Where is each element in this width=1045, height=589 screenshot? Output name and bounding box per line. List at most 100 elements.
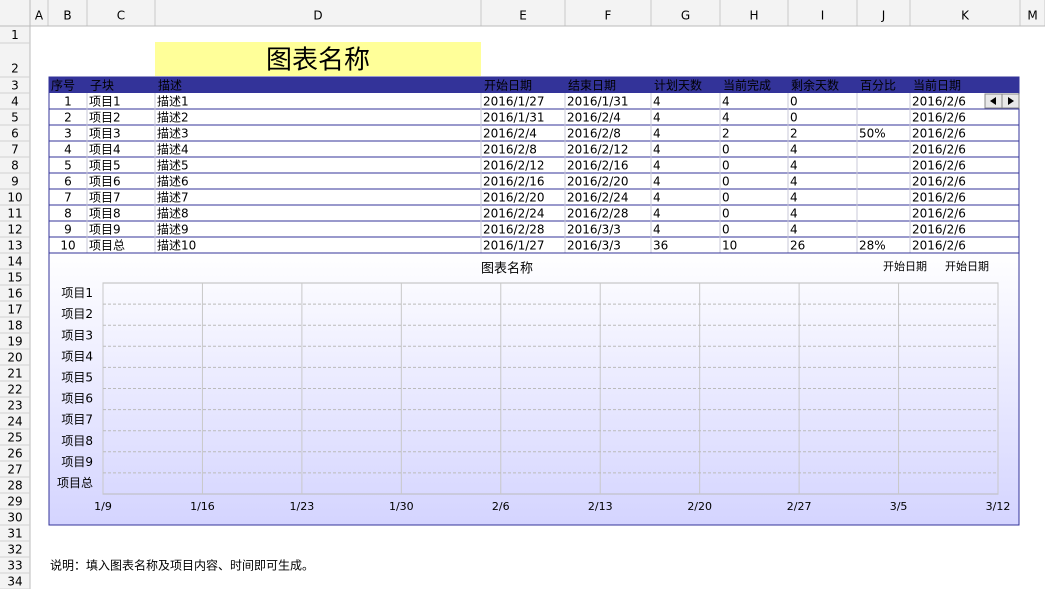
table-cell: 2016/3/3	[567, 239, 621, 253]
row-number: 13	[7, 239, 22, 253]
table-header-cell: 序号	[51, 78, 75, 93]
y-tick-label: 项目7	[61, 413, 93, 427]
row-number: 24	[7, 415, 22, 429]
table-cell: 1	[64, 95, 72, 109]
row-number: 27	[7, 463, 22, 477]
table-cell: 描述7	[157, 191, 189, 205]
table-cell: 0	[790, 111, 798, 125]
row-number: 19	[7, 335, 22, 349]
row-number: 21	[7, 367, 22, 381]
table-cell: 2016/2/28	[567, 207, 629, 221]
table-header-cell: 开始日期	[484, 79, 532, 93]
y-tick-label: 项目1	[61, 286, 93, 300]
row-number: 14	[7, 255, 22, 269]
row-number: 29	[7, 495, 22, 509]
table-cell: 4	[653, 175, 661, 189]
table-cell: 4	[790, 143, 798, 157]
table-cell: 8	[64, 207, 72, 221]
table-cell: 项目1	[89, 95, 121, 109]
table-cell: 5	[64, 159, 72, 173]
x-tick-label: 2/27	[787, 500, 812, 513]
table-cell: 2016/2/12	[567, 143, 629, 157]
table-cell: 0	[722, 143, 730, 157]
table-cell: 0	[722, 175, 730, 189]
table-cell: 2016/2/6	[912, 111, 966, 125]
row-number: 20	[7, 351, 22, 365]
table-header-cell: 计划天数	[654, 78, 702, 93]
table-cell: 4	[653, 159, 661, 173]
table-cell: 2016/2/6	[912, 159, 966, 173]
row-number: 28	[7, 479, 22, 493]
table-cell: 2016/2/20	[567, 175, 629, 189]
table-cell: 4	[653, 127, 661, 141]
table-cell: 0	[722, 191, 730, 205]
table-cell: 2016/2/8	[567, 127, 621, 141]
x-tick-label: 2/20	[687, 500, 712, 513]
table-header-cell: 描述	[158, 79, 182, 93]
table-cell: 2016/2/28	[483, 223, 545, 237]
table-cell: 2016/2/8	[483, 143, 537, 157]
table-header-cell: 子块	[90, 79, 114, 93]
table-cell: 4	[653, 143, 661, 157]
row-number: 12	[7, 223, 22, 237]
x-tick-label: 1/23	[290, 500, 315, 513]
y-tick-label: 项目9	[61, 455, 93, 469]
column-letter: B	[63, 9, 71, 23]
table-cell: 2016/2/24	[483, 207, 545, 221]
table-cell: 2016/2/6	[912, 223, 966, 237]
row-number: 26	[7, 447, 22, 461]
table-cell: 描述6	[157, 175, 189, 189]
table-cell: 4	[64, 143, 72, 157]
row-number: 4	[11, 95, 19, 109]
table-header-cell: 结束日期	[568, 79, 616, 93]
table-cell: 2	[64, 111, 72, 125]
table-cell: 4	[790, 223, 798, 237]
table-cell: 2016/2/6	[912, 239, 966, 253]
chart-title: 图表名称	[481, 261, 533, 277]
table-cell: 项目8	[89, 207, 121, 221]
row-number: 3	[11, 79, 19, 93]
table-cell: 4	[790, 207, 798, 221]
table-header	[49, 77, 1019, 93]
table-cell: 4	[790, 159, 798, 173]
table-cell: 2016/1/31	[567, 95, 629, 109]
column-letter: H	[749, 9, 758, 23]
row-number: 1	[11, 28, 19, 42]
y-tick-label: 项目2	[61, 307, 93, 321]
table-cell: 50%	[859, 127, 886, 141]
table-cell: 4	[722, 95, 730, 109]
x-tick-label: 2/13	[588, 500, 613, 513]
table-header-cell: 当前日期	[913, 78, 961, 93]
row-number: 34	[7, 575, 22, 589]
column-letter: J	[881, 9, 886, 23]
y-tick-label: 项目6	[61, 392, 93, 406]
row-header-bar	[0, 0, 30, 589]
column-letter: M	[1027, 9, 1037, 23]
table-cell: 36	[653, 239, 668, 253]
table-cell: 6	[64, 175, 72, 189]
table-cell: 描述1	[157, 95, 189, 109]
row-number: 16	[7, 287, 22, 301]
table-cell: 项目7	[89, 191, 121, 205]
row-number: 23	[7, 399, 22, 413]
table-cell: 4	[653, 207, 661, 221]
table-cell: 4	[653, 111, 661, 125]
table-cell: 2	[790, 127, 798, 141]
row-number: 7	[11, 143, 19, 157]
spin-buttons[interactable]	[984, 93, 1020, 109]
table-cell: 2016/2/6	[912, 191, 966, 205]
x-tick-label: 1/9	[94, 500, 112, 513]
table-header-cell: 剩余天数	[791, 78, 839, 93]
table-cell: 4	[653, 191, 661, 205]
table-cell: 2016/2/4	[567, 111, 621, 125]
row-number: 6	[11, 127, 19, 141]
row-number: 10	[7, 191, 22, 205]
row-number: 5	[11, 111, 19, 125]
table-cell: 项目3	[89, 127, 121, 141]
column-letter: A	[35, 9, 44, 23]
row-number: 8	[11, 159, 19, 173]
table-cell: 4	[653, 223, 661, 237]
y-tick-label: 项目3	[61, 328, 93, 342]
legend-entry: 开始日期	[945, 259, 989, 273]
